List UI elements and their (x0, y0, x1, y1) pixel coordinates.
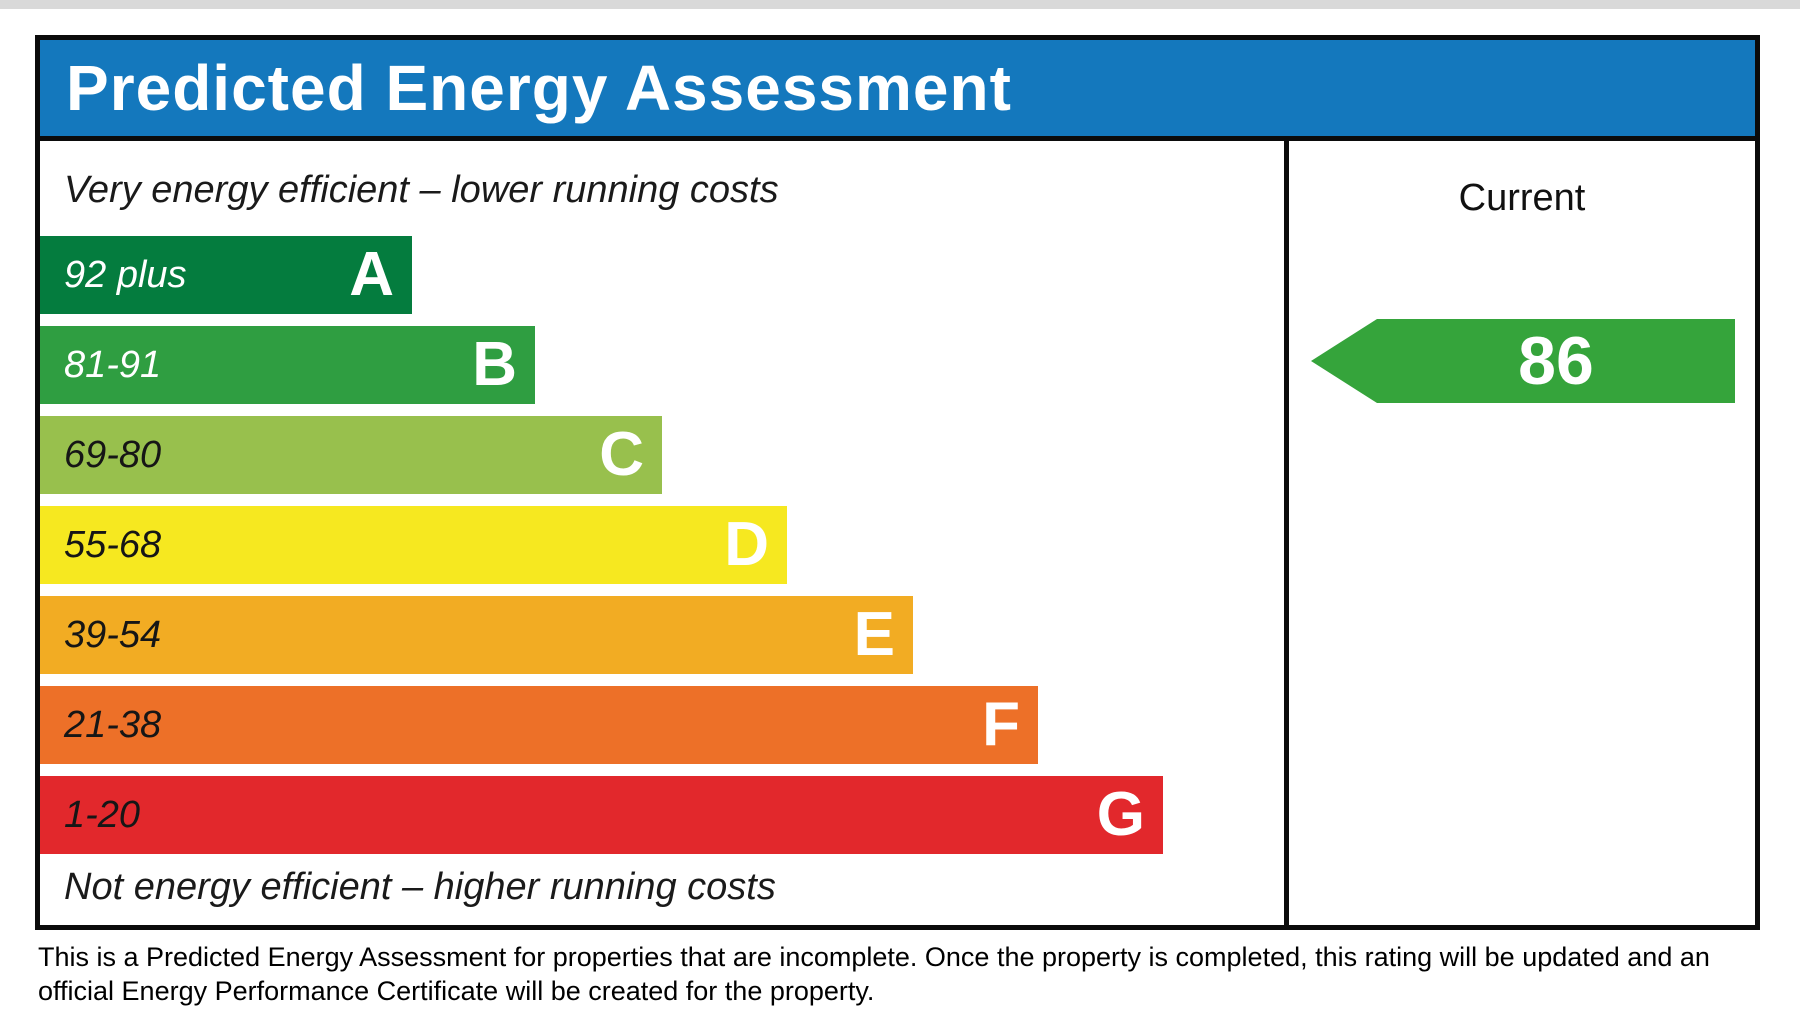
band-c: 69-80 C (40, 416, 662, 494)
band-d: 55-68 D (40, 506, 787, 584)
band-c-range-label: 69-80 (64, 433, 162, 476)
current-rating-value: 86 (1518, 323, 1594, 399)
band-e-range-label: 39-54 (64, 613, 162, 656)
footer-line-1: This is a Predicted Energy Assessment fo… (38, 942, 1710, 972)
band-f: 21-38 F (40, 686, 1038, 764)
band-g-letter: G (1096, 780, 1145, 849)
band-d-letter: D (724, 510, 769, 579)
band-g: 1-20 G (40, 776, 1163, 854)
current-rating-panel: Current 86 (1284, 141, 1755, 925)
band-e-letter: E (853, 600, 895, 669)
band-a-letter: A (349, 240, 394, 309)
band-b-letter: B (472, 330, 517, 399)
arrow-left-point-icon (1311, 319, 1377, 403)
current-rating-arrow: 86 (1311, 319, 1735, 403)
band-b: 81-91 B (40, 326, 535, 404)
epc-chart: Predicted Energy Assessment Very energy … (35, 35, 1760, 930)
band-f-letter: F (982, 690, 1020, 759)
band-g-range-label: 1-20 (64, 793, 141, 836)
arrow-body: 86 (1377, 319, 1735, 403)
footer-line-2: official Energy Performance Certificate … (38, 976, 875, 1006)
page-title: Predicted Energy Assessment (66, 52, 1012, 124)
top-note: Very energy efficient – lower running co… (64, 169, 779, 211)
title-bar: Predicted Energy Assessment (40, 40, 1755, 141)
band-c-letter: C (599, 420, 644, 489)
bottom-note: Not energy efficient – higher running co… (64, 866, 776, 908)
rating-bands: 92 plus A 81-91 B 69-80 C 55-68 D 39-54 E 21-38 F 1-… (40, 236, 1284, 854)
band-f-range-label: 21-38 (64, 703, 162, 746)
rating-scale-panel: Very energy efficient – lower running co… (40, 141, 1284, 925)
page-top-edge (0, 0, 1800, 9)
current-column-header: Current (1458, 177, 1586, 219)
band-e: 39-54 E (40, 596, 913, 674)
band-b-range-label: 81-91 (64, 343, 162, 386)
chart-content: Very energy efficient – lower running co… (40, 141, 1755, 925)
band-d-range-label: 55-68 (64, 523, 162, 566)
band-a: 92 plus A (40, 236, 412, 314)
band-a-range-label: 92 plus (64, 253, 187, 296)
footer-note: This is a Predicted Energy Assessment fo… (38, 940, 1710, 1008)
